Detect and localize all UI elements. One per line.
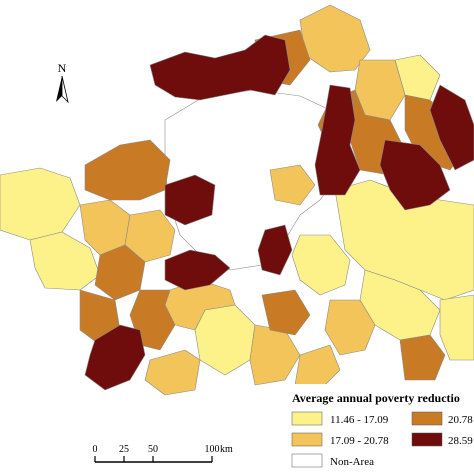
- north-arrow: N: [56, 61, 69, 104]
- legend-swatch-1: [291, 411, 323, 426]
- class-2-districts: [79, 4, 406, 396]
- scale-bar: 0 25 50 100 km: [93, 444, 233, 463]
- district: [194, 304, 256, 376]
- district: [164, 249, 231, 291]
- district: [291, 234, 351, 296]
- scale-bar-label-0: 0: [93, 444, 98, 455]
- non-area-region: [164, 89, 346, 271]
- district: [324, 299, 376, 356]
- legend-label-3: 20.78 -: [448, 414, 474, 426]
- scale-bar-unit: km: [220, 444, 233, 455]
- district: [144, 349, 201, 396]
- district: [164, 174, 216, 226]
- scale-bar-label-50: 50: [148, 444, 158, 455]
- scale-bar-label-25: 25: [119, 444, 129, 455]
- north-arrow-label: N: [58, 61, 67, 75]
- district: [399, 334, 446, 381]
- district: [314, 84, 361, 196]
- district: [149, 34, 291, 101]
- legend-label-1: 11.46 - 17.09: [330, 414, 389, 426]
- district: [294, 344, 341, 391]
- class-4-districts: [84, 34, 474, 391]
- district: [84, 139, 171, 201]
- district: [0, 167, 81, 241]
- scale-bar-label-100: 100: [205, 444, 220, 455]
- legend-label-4: 28.59 -: [448, 435, 474, 447]
- district: [429, 84, 474, 171]
- district: [261, 289, 311, 336]
- district: [379, 139, 451, 211]
- legend-title: Average annual poverty reductio: [292, 391, 460, 405]
- district: [29, 231, 101, 291]
- legend: Average annual poverty reductio 11.46 - …: [284, 384, 474, 474]
- district: [257, 224, 293, 276]
- legend-swatch-5: [291, 453, 323, 468]
- district: [439, 294, 474, 361]
- north-arrow-icon: [56, 76, 62, 102]
- district: [84, 324, 146, 391]
- district: [269, 164, 316, 206]
- legend-label-2: 17.09 - 20.78: [330, 435, 389, 447]
- north-arrow-icon-half: [61, 75, 69, 104]
- legend-swatch-4: [411, 432, 443, 447]
- legend-label-5: Non-Area: [330, 456, 374, 468]
- legend-swatch-3: [411, 411, 443, 426]
- class-1-districts: [0, 54, 474, 376]
- legend-swatch-2: [291, 432, 323, 447]
